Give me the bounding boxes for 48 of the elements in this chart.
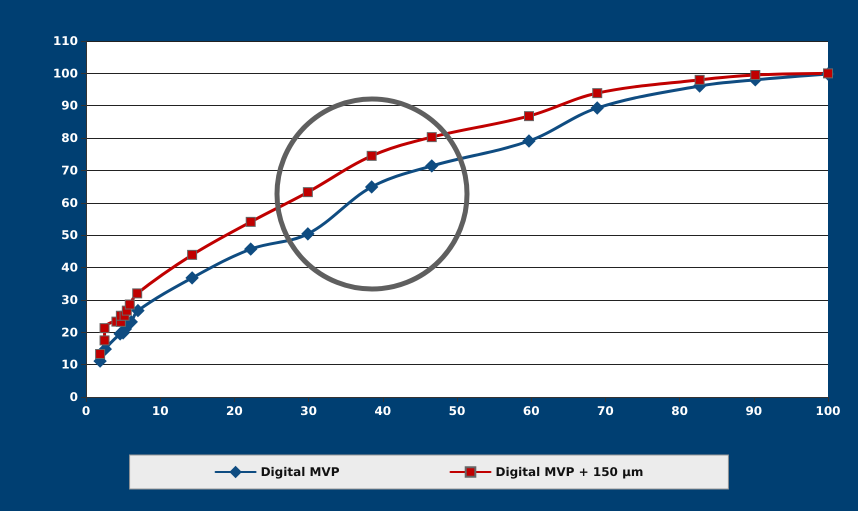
point (100, 323, 110, 334)
y-tick-label: 60 (61, 196, 78, 210)
point (524, 111, 534, 122)
point (426, 132, 437, 142)
x-tick-label: 0 (82, 404, 90, 418)
y-tick-label: 40 (61, 260, 78, 275)
point (750, 70, 760, 80)
point (365, 180, 378, 194)
y-tick-label: 20 (61, 325, 78, 340)
point (100, 335, 110, 346)
x-tick-label: 10 (152, 404, 169, 418)
y-tick-label: 50 (61, 228, 78, 242)
y-tick-label: 110 (52, 34, 78, 48)
y-tick-label: 90 (61, 98, 78, 113)
point (124, 315, 138, 328)
x-tick-label: 20 (226, 404, 243, 418)
y-tick-label: 10 (61, 358, 78, 372)
point (131, 304, 144, 318)
point (187, 250, 198, 260)
y-tick-label: 0 (70, 390, 78, 404)
x-tick-label: 90 (745, 404, 762, 418)
x-tick-label: 30 (300, 404, 317, 418)
legend-label: Digital MVP + 150 µm (496, 465, 644, 479)
point (522, 134, 536, 148)
point (301, 227, 314, 240)
y-tick-label: 80 (61, 131, 78, 146)
x-tick-label: 40 (374, 404, 392, 418)
point (124, 299, 135, 310)
x-tick-label: 50 (448, 404, 466, 418)
point (186, 271, 199, 284)
legend-label: Digital MVP (260, 465, 340, 479)
y-tick-label: 30 (61, 292, 78, 307)
point (246, 216, 256, 227)
point (590, 101, 604, 114)
y-tick-label: 100 (52, 66, 78, 80)
y-tick-label: 70 (61, 163, 78, 178)
point (366, 150, 377, 161)
x-tick-label: 60 (522, 404, 540, 418)
point (425, 159, 438, 172)
x-tick-label: 80 (671, 404, 688, 418)
x-tick-label: 70 (597, 404, 614, 418)
point (694, 74, 705, 85)
point (302, 187, 313, 198)
point (244, 242, 258, 256)
x-tick-label: 100 (815, 404, 841, 418)
point (95, 348, 106, 359)
point (132, 288, 142, 298)
point (592, 88, 602, 98)
